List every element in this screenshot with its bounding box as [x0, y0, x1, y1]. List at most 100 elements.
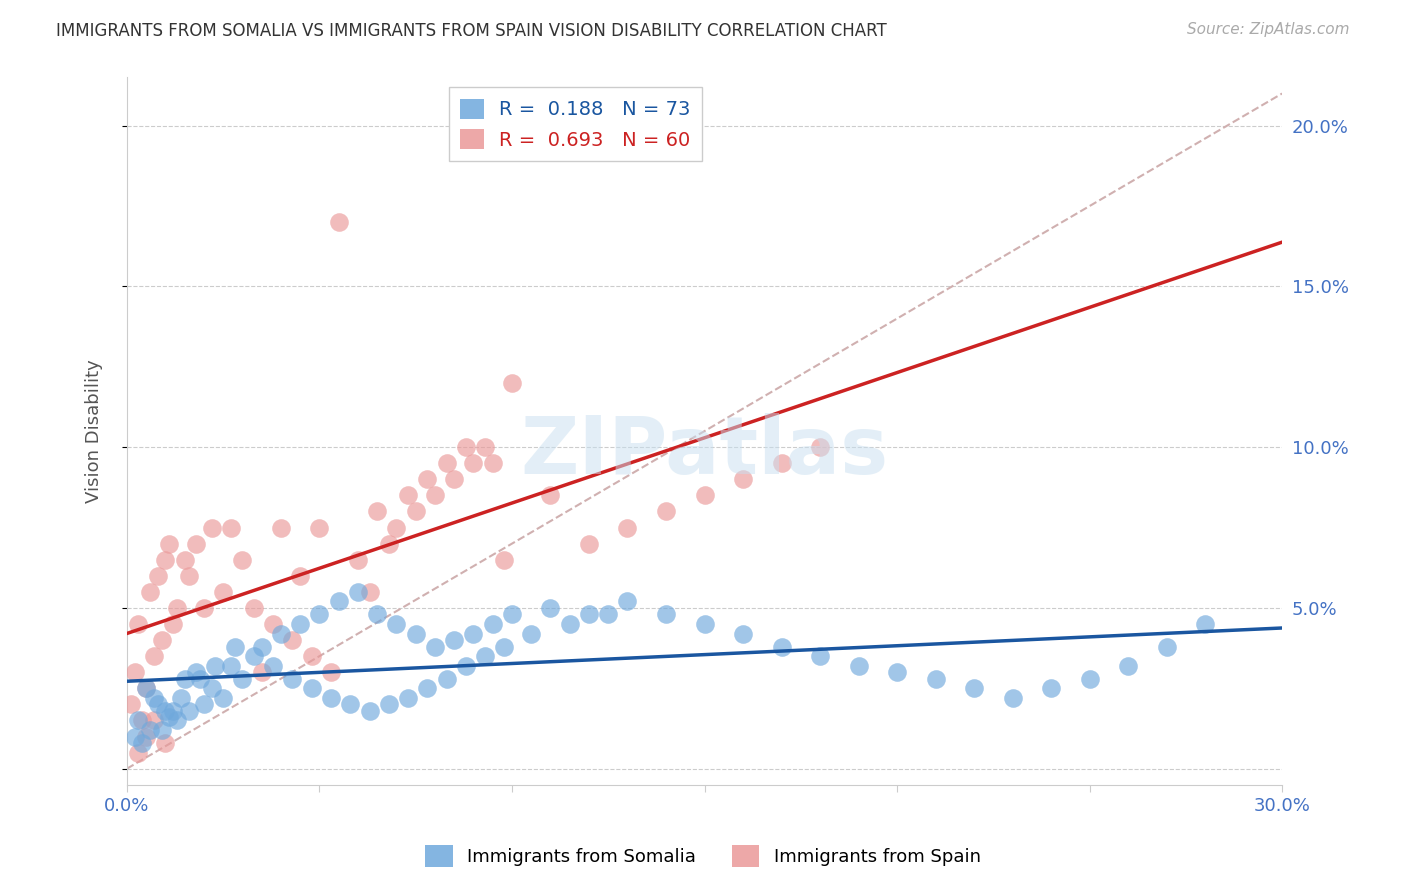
Point [540, 601, 562, 615]
Point [377, 536, 399, 550]
Point [308, 607, 330, 622]
Point [436, 672, 458, 686]
Point [423, 640, 446, 654]
Point [770, 640, 793, 654]
Point [281, 633, 304, 648]
Point [162, 617, 184, 632]
Point [443, 472, 465, 486]
Point [139, 723, 162, 737]
Point [319, 665, 342, 680]
Point [481, 456, 503, 470]
Point [262, 617, 284, 632]
Point [963, 681, 986, 696]
Point [166, 714, 188, 728]
Point [201, 520, 224, 534]
Point [177, 704, 200, 718]
Point [396, 690, 419, 705]
Point [501, 376, 523, 390]
Point [366, 607, 388, 622]
Point [139, 585, 162, 599]
Legend: Immigrants from Somalia, Immigrants from Spain: Immigrants from Somalia, Immigrants from… [418, 838, 988, 874]
Point [150, 633, 173, 648]
Point [131, 714, 153, 728]
Point [1001, 690, 1024, 705]
Point [924, 672, 946, 686]
Point [396, 488, 419, 502]
Point [150, 723, 173, 737]
Point [655, 504, 678, 518]
Point [231, 672, 253, 686]
Point [124, 730, 146, 744]
Point [347, 585, 370, 599]
Point [224, 640, 246, 654]
Point [416, 472, 439, 486]
Y-axis label: Vision Disability: Vision Disability [86, 359, 103, 503]
Point [250, 640, 273, 654]
Point [173, 672, 195, 686]
Point [193, 698, 215, 712]
Point [124, 665, 146, 680]
Point [463, 626, 485, 640]
Point [135, 730, 157, 744]
Point [454, 440, 477, 454]
Point [142, 690, 165, 705]
Point [281, 672, 304, 686]
Point [188, 672, 211, 686]
Point [270, 626, 292, 640]
Point [1156, 640, 1178, 654]
Point [377, 698, 399, 712]
Point [359, 585, 381, 599]
Point [231, 552, 253, 566]
Point [155, 552, 177, 566]
Point [155, 736, 177, 750]
Point [127, 617, 149, 632]
Point [848, 658, 870, 673]
Text: IMMIGRANTS FROM SOMALIA VS IMMIGRANTS FROM SPAIN VISION DISABILITY CORRELATION C: IMMIGRANTS FROM SOMALIA VS IMMIGRANTS FR… [56, 22, 887, 40]
Point [616, 520, 638, 534]
Point [808, 440, 831, 454]
Point [243, 601, 266, 615]
Point [385, 617, 408, 632]
Point [328, 594, 350, 608]
Point [494, 640, 516, 654]
Point [127, 746, 149, 760]
Point [270, 520, 292, 534]
Point [693, 488, 716, 502]
Point [494, 552, 516, 566]
Point [1116, 658, 1139, 673]
Point [443, 633, 465, 648]
Point [142, 714, 165, 728]
Point [262, 658, 284, 673]
Point [146, 698, 169, 712]
Point [731, 472, 754, 486]
Point [146, 568, 169, 582]
Point [808, 649, 831, 664]
Point [463, 456, 485, 470]
Point [204, 658, 226, 673]
Point [405, 626, 427, 640]
Point [886, 665, 908, 680]
Point [142, 649, 165, 664]
Text: ZIPatlas: ZIPatlas [520, 413, 889, 491]
Point [416, 681, 439, 696]
Point [219, 658, 242, 673]
Point [186, 665, 208, 680]
Point [558, 617, 581, 632]
Point [135, 681, 157, 696]
Point [120, 698, 142, 712]
Point [201, 681, 224, 696]
Point [1194, 617, 1216, 632]
Point [436, 456, 458, 470]
Point [290, 568, 312, 582]
Point [474, 440, 496, 454]
Point [598, 607, 620, 622]
Point [474, 649, 496, 664]
Point [301, 681, 323, 696]
Point [770, 456, 793, 470]
Point [301, 649, 323, 664]
Point [423, 488, 446, 502]
Legend: R =  0.188   N = 73, R =  0.693   N = 60: R = 0.188 N = 73, R = 0.693 N = 60 [449, 87, 702, 161]
Point [243, 649, 266, 664]
Point [339, 698, 361, 712]
Point [578, 536, 600, 550]
